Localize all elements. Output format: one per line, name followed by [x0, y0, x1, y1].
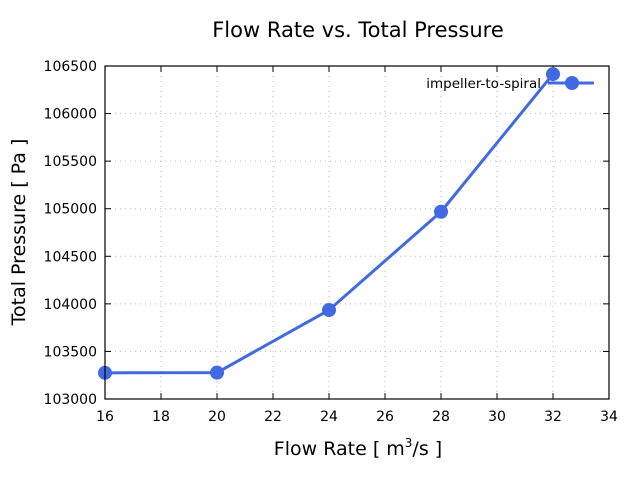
x-tick-label: 26: [376, 409, 394, 425]
x-tick-label: 34: [600, 409, 618, 425]
legend-label: impeller-to-spiral: [426, 76, 541, 92]
x-tick-label: 24: [320, 409, 338, 425]
x-tick-label: 20: [208, 409, 226, 425]
x-axis-label: Flow Rate [ m3/s ]: [274, 436, 442, 460]
y-tick-label: 104500: [44, 249, 97, 265]
chart-title: Flow Rate vs. Total Pressure: [212, 18, 504, 42]
x-tick-label: 32: [544, 409, 562, 425]
x-axis-label-superscript: 3: [405, 436, 413, 450]
data-point: [434, 204, 448, 219]
y-tick-label: 105000: [44, 202, 97, 218]
data-point: [210, 365, 224, 380]
x-tick-label: 22: [264, 409, 282, 425]
x-axis-label-suffix: /s ]: [412, 438, 442, 460]
x-tick-label: 16: [96, 409, 114, 425]
data-point: [322, 303, 336, 318]
x-tick-label: 30: [488, 409, 506, 425]
y-axis-label: Total Pressure [ Pa ]: [8, 139, 30, 327]
y-tick-label: 103500: [44, 344, 97, 360]
series-line: [104, 73, 555, 375]
x-axis-label-main: Flow Rate [ m: [274, 438, 405, 460]
legend: impeller-to-spiral: [426, 76, 594, 92]
axis-ticks: [104, 65, 610, 400]
legend-marker: [565, 76, 579, 90]
y-tick-label: 106000: [44, 107, 97, 123]
grid: [105, 66, 609, 399]
tick-labels: 16 18 20 22 24 26 28 30 32 34 103000 103500 104000 10…: [44, 59, 618, 425]
y-tick-label: 106500: [44, 59, 97, 75]
y-tick-label: 104000: [44, 297, 97, 313]
x-tick-label: 18: [152, 409, 170, 425]
data-point: [546, 67, 560, 82]
x-tick-label: 28: [432, 409, 450, 425]
plot-frame: [104, 65, 610, 400]
series-group: [98, 67, 560, 380]
y-tick-label: 103000: [44, 392, 97, 408]
y-tick-label: 105500: [44, 154, 97, 170]
